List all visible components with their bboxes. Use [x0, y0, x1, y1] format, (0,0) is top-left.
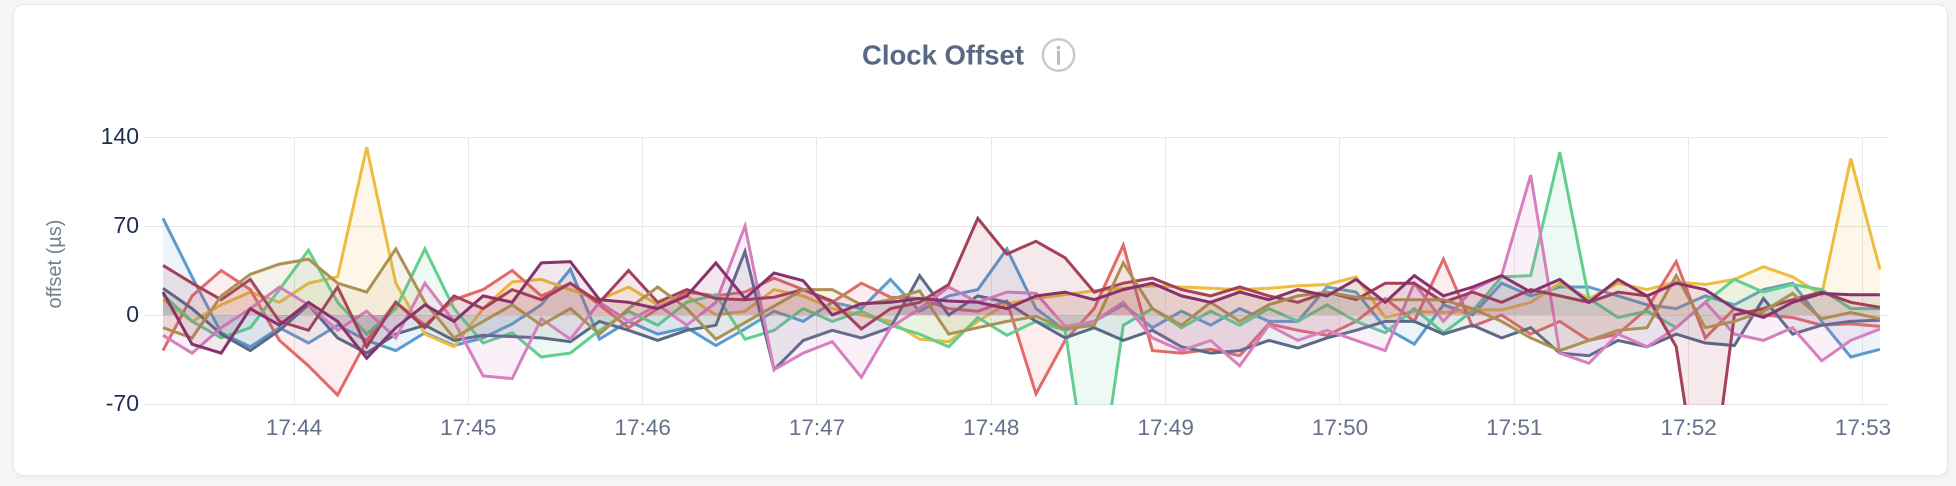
svg-text:17:49: 17:49	[1138, 415, 1194, 440]
svg-text:17:44: 17:44	[266, 415, 322, 440]
svg-text:-70: -70	[106, 390, 139, 416]
svg-text:17:50: 17:50	[1312, 415, 1368, 440]
svg-text:17:47: 17:47	[789, 415, 845, 440]
svg-text:70: 70	[113, 212, 139, 238]
svg-text:17:53: 17:53	[1835, 415, 1891, 440]
svg-text:17:45: 17:45	[440, 415, 496, 440]
svg-text:17:52: 17:52	[1660, 415, 1716, 440]
svg-text:offset (µs): offset (µs)	[44, 220, 66, 309]
svg-text:17:51: 17:51	[1486, 415, 1542, 440]
svg-text:17:48: 17:48	[963, 415, 1019, 440]
svg-text:0: 0	[126, 301, 139, 327]
svg-text:140: 140	[101, 123, 139, 149]
svg-text:17:46: 17:46	[615, 415, 671, 440]
